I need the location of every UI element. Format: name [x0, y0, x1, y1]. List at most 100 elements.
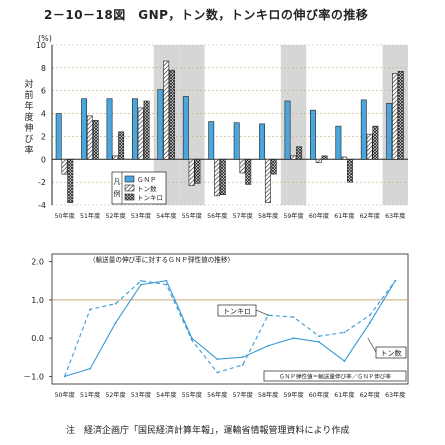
series-label-box [375, 346, 407, 359]
bar-solid [360, 99, 367, 160]
y-tick-label: 0 [41, 155, 46, 164]
bar-hatch [61, 158, 68, 175]
series-label: トンキロ [223, 308, 251, 316]
x-tick-label: 61年度 [334, 212, 354, 220]
data-point [140, 279, 142, 282]
legend-box [111, 171, 167, 205]
x-tick-label: 51年度 [80, 212, 100, 220]
bar-solid [309, 109, 316, 160]
data-point [368, 314, 371, 317]
bar-hatch [366, 133, 373, 160]
bar-solid [284, 100, 291, 160]
bar-solid [259, 123, 266, 160]
plot-frame [51, 253, 409, 385]
bar-hatch [341, 156, 348, 160]
data-point [394, 279, 397, 282]
unit-label: (%) [38, 34, 52, 43]
x-tick-label: 62年度 [360, 212, 380, 220]
bar-hatch [290, 155, 297, 160]
bar-cross [169, 69, 175, 160]
x-tick-label: 51年度 [80, 391, 100, 399]
line-chart: －1.0 0.0 1.0 2.0 50年度 51年度 52年度 53年度 54年度 55年度 56年… [23, 253, 409, 399]
legend-title: 凡 [114, 178, 121, 186]
bar-cross [372, 125, 379, 160]
y-axis-label: 対前年度伸び率 [24, 80, 34, 156]
bar-cross [397, 70, 404, 160]
bar-cross [118, 131, 125, 160]
x-tick-label: 57年度 [233, 212, 253, 220]
bar-cross [270, 158, 277, 175]
x-tick-label: 62年度 [360, 391, 380, 399]
data-point [267, 344, 270, 347]
x-tick-label: 55年度 [182, 212, 202, 220]
bar-chart: -4 -2 0 2 4 6 8 10(%) 50年度 51年度 52年度 53年度 54年度 55年度 56… [36, 34, 408, 220]
data-point [114, 321, 117, 324]
y-tick-label: -4 [38, 201, 46, 210]
legend-label: トン数 [137, 184, 157, 193]
bar-hatch [188, 158, 195, 186]
y-tick-label: 10 [36, 41, 46, 50]
y-tick-label: 2 [41, 132, 46, 141]
y-tick-label: 1.0 [31, 296, 44, 305]
data-point [89, 308, 92, 311]
legend-swatch [124, 193, 135, 201]
bar-cross [67, 158, 74, 204]
x-tick-label: 63年度 [385, 212, 405, 220]
data-point [216, 371, 219, 374]
x-tick-label: 52年度 [105, 391, 125, 399]
x-tick-label: 59年度 [283, 391, 303, 399]
data-point [241, 356, 244, 359]
data-point [318, 341, 320, 343]
data-point [343, 360, 346, 362]
y-tick-label: 8 [41, 64, 46, 73]
series-label: トン数 [381, 349, 402, 358]
y-tick-label: 4 [41, 110, 46, 119]
x-tick-label: 58年度 [258, 212, 278, 220]
x-tick-label: 55年度 [182, 391, 202, 399]
series-line [64, 280, 396, 377]
bar-hatch [392, 73, 398, 160]
bar-cross [194, 158, 201, 184]
bar-solid [157, 89, 164, 160]
x-tick-label: 56年度 [207, 212, 227, 220]
data-point [216, 358, 219, 361]
x-tick-label: 60年度 [309, 212, 329, 220]
series-label-box [217, 304, 257, 317]
bar-solid [182, 96, 189, 160]
bar-solid [335, 125, 342, 160]
bar-solid [132, 98, 138, 160]
data-point [165, 283, 168, 286]
x-tick-label: 52年度 [105, 212, 125, 220]
bar-cross [245, 158, 252, 185]
x-tick-label: 50年度 [55, 391, 75, 399]
data-point [63, 375, 66, 378]
data-point [368, 321, 371, 324]
legend-swatch [124, 175, 135, 183]
bar-solid [386, 102, 393, 160]
bar-hatch [264, 158, 271, 204]
x-tick-label: 60年度 [309, 391, 329, 399]
data-point [190, 339, 193, 341]
bar-solid [208, 121, 215, 160]
line-chart-title: （輸送量の伸び率に対するＧＮＰ弾性値の推移） [89, 255, 234, 264]
formula-note: ＧＮＰ弾性値＝輸送量伸び率／ＧＮＰ伸び率 [279, 373, 391, 381]
bar-hatch [163, 60, 170, 160]
bar-solid [55, 113, 62, 160]
bar-hatch [214, 158, 220, 197]
x-tick-label: 59年度 [283, 212, 303, 220]
x-tick-label: 58年度 [258, 391, 278, 399]
bar-cross [296, 146, 303, 160]
y-tick-label: -2 [38, 178, 46, 187]
data-point [114, 302, 117, 305]
legend-title: 例 [114, 189, 121, 198]
y-tick-label: 2.0 [31, 258, 44, 267]
series-line [64, 280, 396, 377]
bar-hatch [315, 158, 322, 164]
data-point [292, 316, 295, 318]
legend-swatch [124, 184, 135, 192]
bar-cross [347, 158, 353, 183]
y-tick-label: 6 [41, 87, 46, 96]
x-tick-label: 63年度 [385, 391, 405, 399]
bar-cross [321, 155, 328, 160]
